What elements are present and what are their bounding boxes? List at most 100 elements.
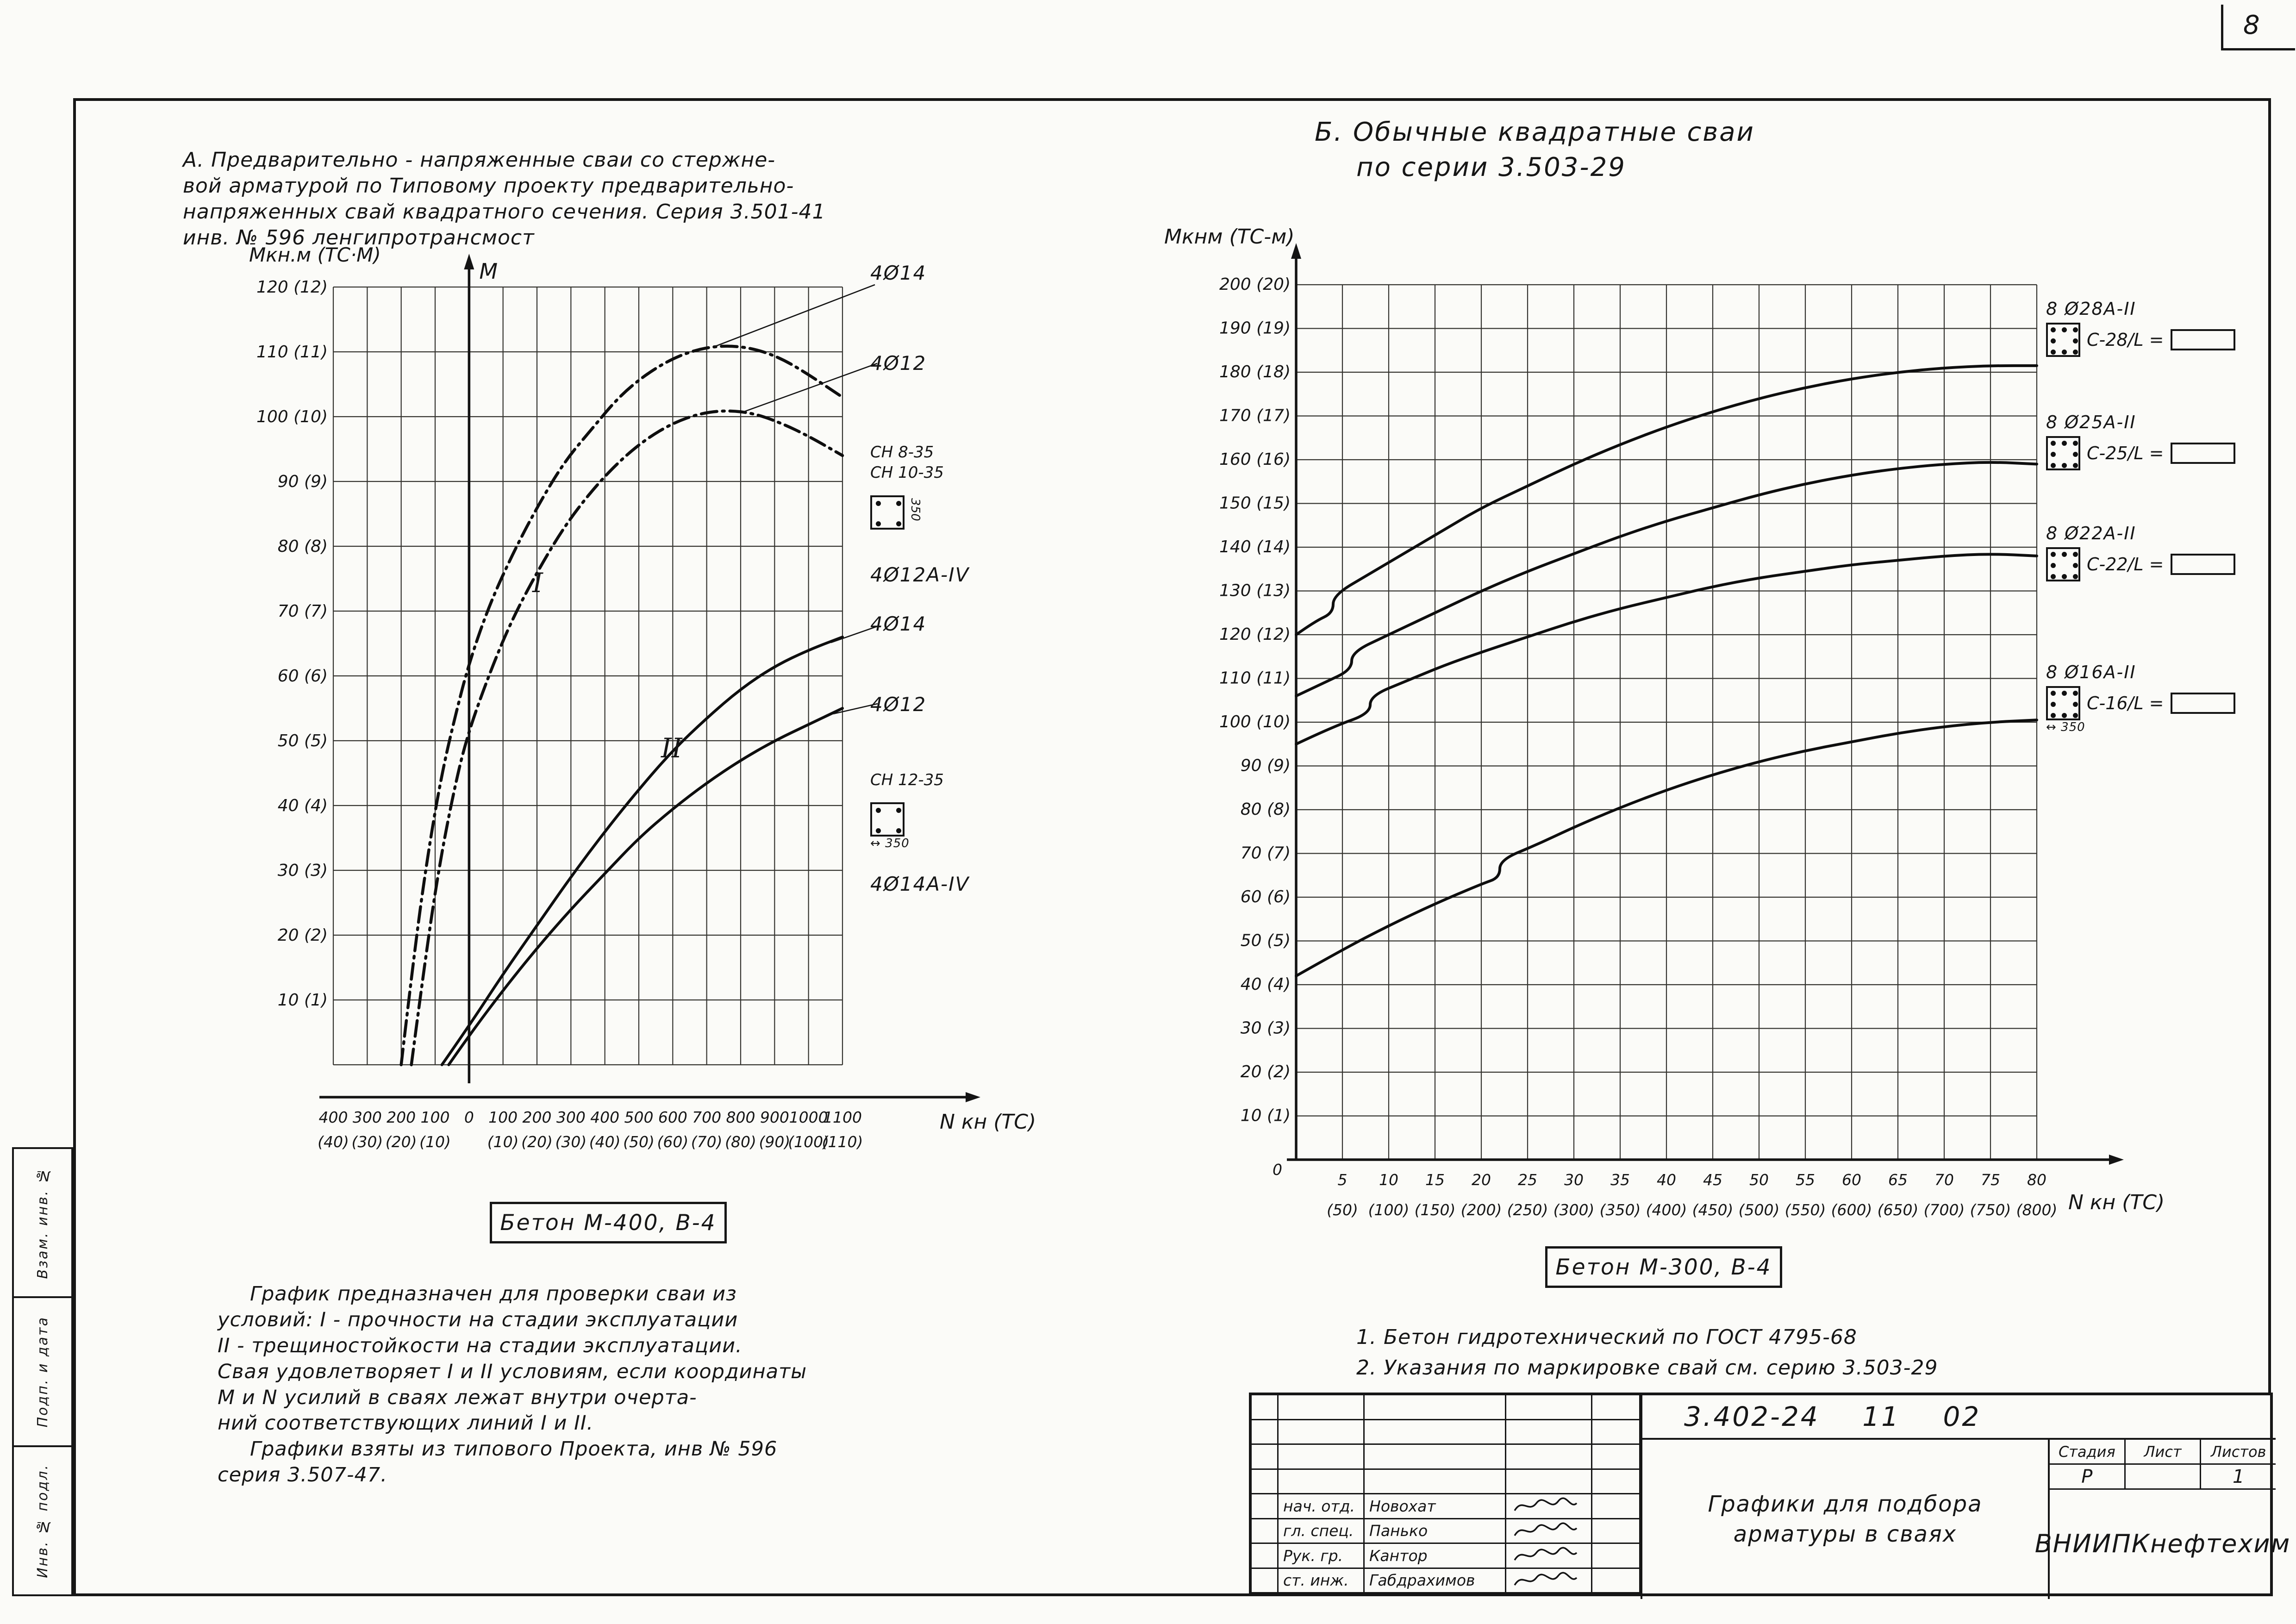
tick-label: 0: [464, 1108, 474, 1126]
tick-label: (20): [386, 1133, 417, 1151]
tick-label: 900: [760, 1108, 789, 1126]
tick-label: (150): [1415, 1201, 1456, 1219]
rebar-dot: [2051, 691, 2056, 696]
sheet-number: 8: [2243, 10, 2260, 40]
note-line: М и N усилий в сваях лежат внутри очерта…: [218, 1386, 697, 1409]
legend-item: 8 Ø22А-II С-22/L =: [2046, 523, 2235, 581]
curve-С-25/L — 8Ø25А-II: [1295, 461, 2038, 698]
approval-cell: [1365, 1445, 1506, 1470]
tick-label: 200: [523, 1108, 552, 1126]
tick-label: 100: [421, 1108, 450, 1126]
approval-cell: [1365, 1469, 1506, 1494]
approval-name: Панько: [1365, 1519, 1506, 1544]
section-a-title-line: вой арматурой по Типовому проекту предва…: [183, 174, 794, 198]
signature: [1506, 1568, 1592, 1593]
margin-stamp-label: Взам. инв. №: [34, 1166, 51, 1279]
tick-label: (750): [1970, 1201, 2011, 1219]
corner-mark-horizontal: [2221, 48, 2295, 50]
tick-label: 1100: [823, 1108, 862, 1126]
rebar-dot: [2062, 713, 2067, 718]
pile-mark-label: С-16/L =: [2087, 693, 2164, 713]
sheets-value: 1: [2232, 1466, 2245, 1487]
note-line: II - трещиностойкости на стадии эксплуат…: [218, 1334, 742, 1357]
legend-item: 8 Ø28А-II С-28/L =: [2046, 299, 2235, 357]
tick-label: (70): [691, 1133, 723, 1151]
chart-b: 0 5 (50) 10 (100) 15 (150) 20 (200) 25 (250) 30 (300…: [1219, 243, 2124, 1219]
approval-cell: [1592, 1469, 1641, 1494]
approval-cell: [1279, 1395, 1365, 1420]
pile-cross-section-icon: [2046, 323, 2080, 357]
section-dimension: 350: [2046, 720, 2085, 734]
curve-С-22/L — 8Ø22А-II: [1295, 553, 2038, 746]
tick-label: (500): [1739, 1201, 1780, 1219]
margin-stamp-label: Инв. № подл.: [34, 1463, 51, 1578]
signature: [1506, 1494, 1592, 1519]
chart-a-annotation: 4Ø14А-IV: [870, 873, 970, 895]
tick-label: 190 (19): [1219, 319, 1291, 338]
tick-label: 20 (2): [278, 926, 328, 945]
sheet-value: [2126, 1465, 2202, 1488]
tick-label: 25: [1518, 1171, 1537, 1189]
tick-label: (800): [2016, 1201, 2058, 1219]
note-line: График предназначен для проверки сваи из: [250, 1282, 737, 1305]
rebar-dot: [2062, 441, 2067, 446]
rebar-label: 8 Ø25А-II: [2046, 412, 2136, 432]
tick-label: (40): [589, 1133, 621, 1151]
tick-label: 15: [1425, 1171, 1445, 1189]
tick-label: (250): [1507, 1201, 1548, 1219]
approval-cell: [1252, 1494, 1279, 1519]
tick-label: (50): [623, 1133, 655, 1151]
rebar-dot: [2051, 713, 2056, 718]
legend-item: 8 Ø16А-II С-16/L =350: [2046, 662, 2235, 734]
chart-a-annotation: СН 8-35 СН 10-35: [870, 442, 944, 483]
tick-label: 70 (7): [1241, 844, 1291, 863]
rebar-dot: [2051, 563, 2056, 568]
approval-cell: [1252, 1544, 1279, 1569]
approval-name: Кантор: [1365, 1544, 1506, 1569]
legend-row: С-25/L =: [2046, 436, 2235, 470]
approval-table: нач. отд. Новохат гл. спец. Панько Рук. гр. К…: [1252, 1395, 1641, 1593]
section-a-notes: График предназначен для проверки сваи из…: [218, 1281, 1074, 1488]
rebar-dot: [2051, 441, 2056, 446]
approval-cell: [1279, 1445, 1365, 1470]
tick-label: (600): [1831, 1201, 1872, 1219]
approval-cell: [1592, 1494, 1641, 1519]
tick-label: (50): [1327, 1201, 1358, 1219]
tick-label: 50 (5): [1241, 931, 1291, 950]
legend-row: С-22/L =: [2046, 547, 2235, 581]
approval-name: Новохат: [1365, 1494, 1506, 1519]
curve-I — 4Ø14 (прочность): [399, 344, 844, 1067]
pile-cross-section-icon: [2046, 686, 2080, 720]
tick-label: (300): [1554, 1201, 1595, 1219]
rebar-dot: [896, 828, 901, 833]
margin-stamp: Инв. № подл.: [12, 1445, 73, 1596]
tick-label: 60 (6): [1241, 887, 1291, 906]
tick-label: 170 (17): [1219, 406, 1291, 425]
tick-label: 120 (12): [1219, 625, 1291, 644]
tick-label: 400: [590, 1108, 619, 1126]
pile-cross-section-icon: [870, 802, 905, 837]
tick-label: 45: [1703, 1171, 1722, 1189]
stage-header: Стадия: [2050, 1440, 2126, 1463]
rebar-dot: [2073, 452, 2078, 457]
tick-label: 20: [1472, 1171, 1491, 1189]
section-b-title-line: Б. Обычные квадратные сваи: [1315, 117, 1755, 147]
rebar-dot: [2073, 338, 2078, 344]
section-b-title-line: по серии 3.503-29: [1356, 152, 1626, 182]
stage-block: Стадия Лист Листов Р 1 ВНИИПКнефтехим: [2035, 1440, 2290, 1599]
rebar-dot: [896, 808, 901, 813]
sheets-header: Листов: [2210, 1443, 2266, 1461]
approval-cell: [1252, 1445, 1279, 1470]
tick-label: М: [479, 259, 498, 284]
document-number: 3.402-24 11 02: [1641, 1395, 2276, 1440]
curve-С-28/L — 8Ø28А-II: [1295, 364, 2038, 636]
tick-label: 300: [353, 1108, 382, 1126]
corner-mark-vertical: [2221, 5, 2223, 50]
tick-label: 600: [658, 1108, 687, 1126]
tick-label: (40): [318, 1133, 349, 1151]
rebar-dot: [876, 521, 881, 526]
curve-II — 4Ø14 (трещиностойкость): [440, 636, 844, 1066]
approval-cell: [1279, 1469, 1365, 1494]
tick-label: 40: [1657, 1171, 1676, 1189]
